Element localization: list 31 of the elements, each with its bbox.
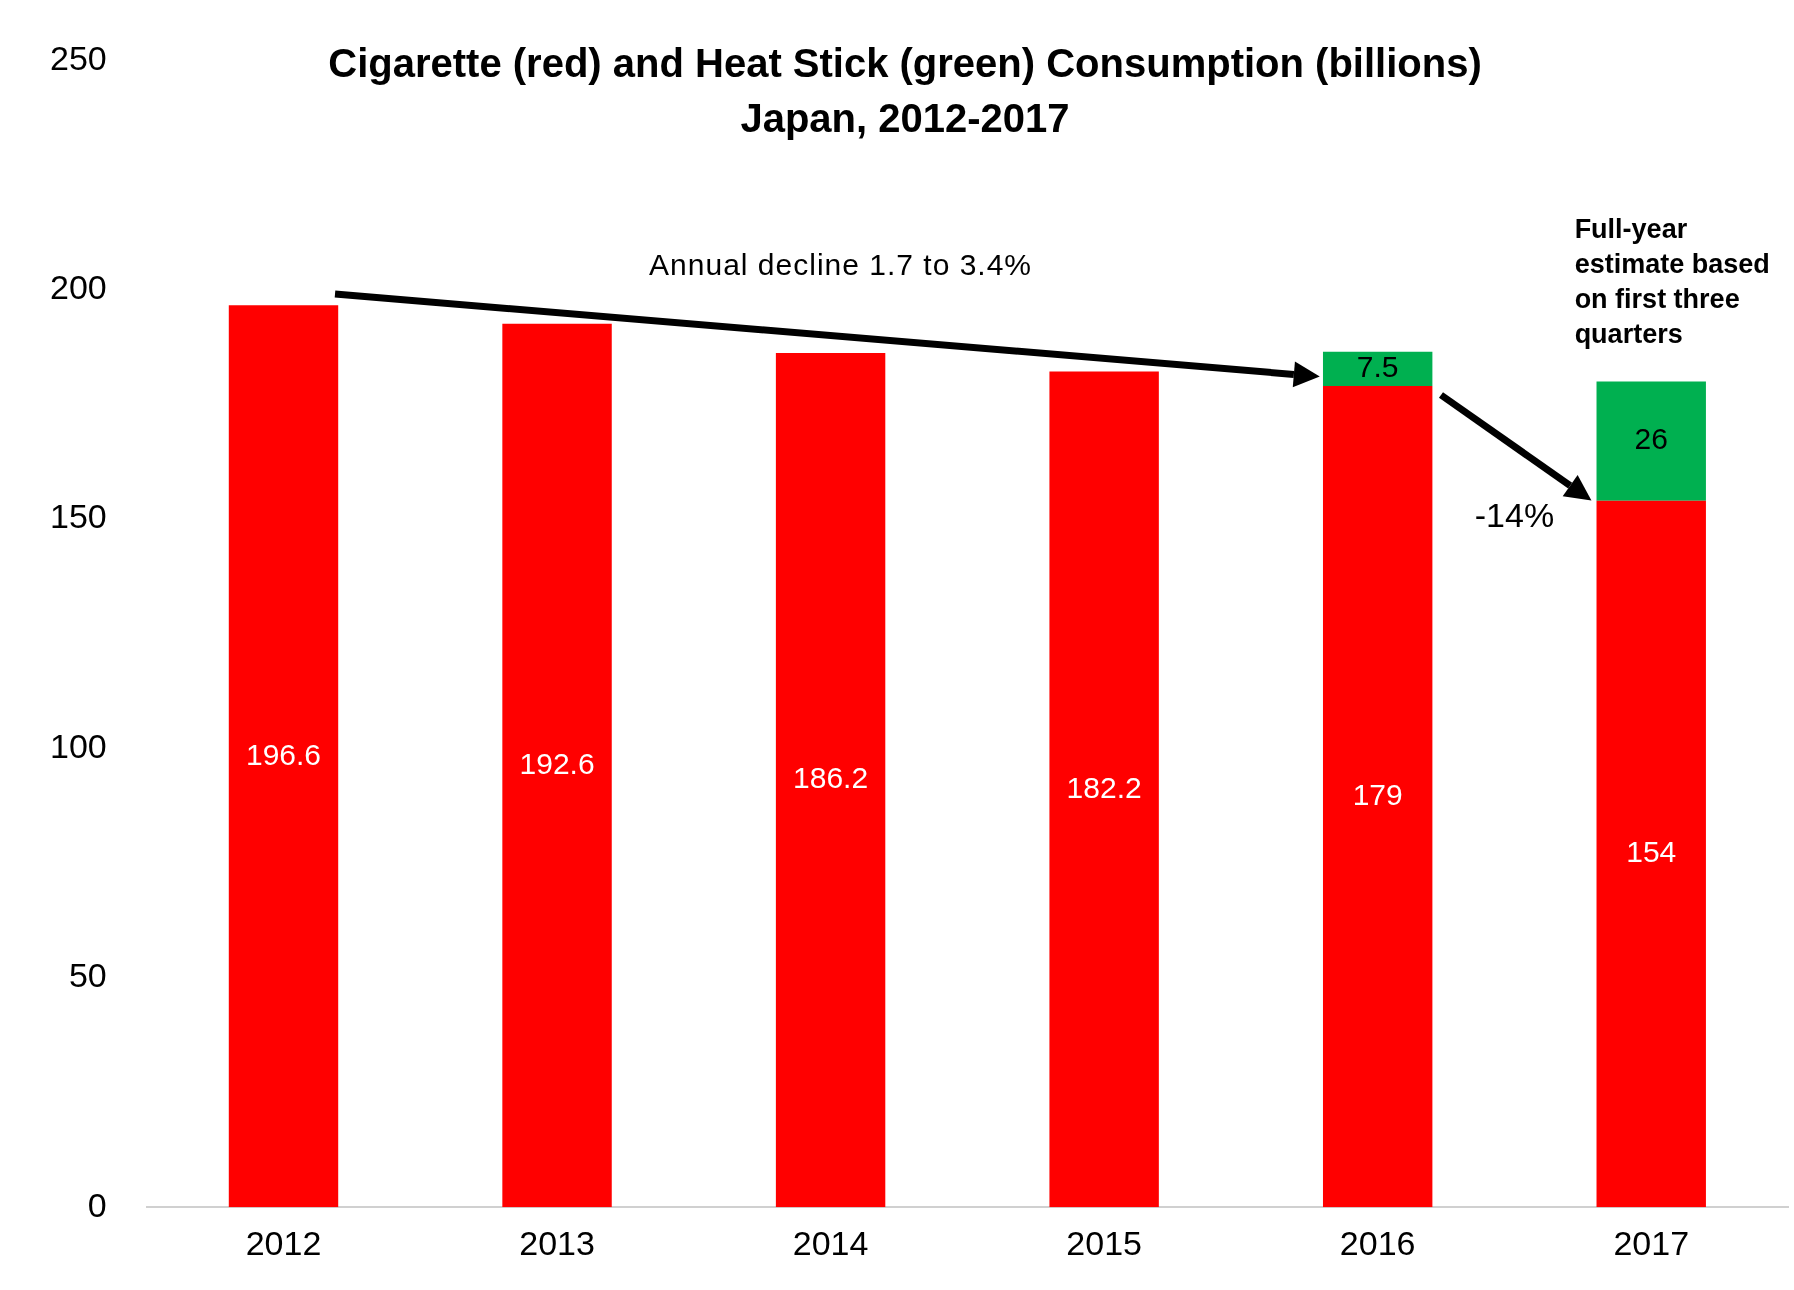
bar: [1596, 381, 1706, 501]
annotation: Full-year estimate based on first three quarters: [1574, 212, 1771, 352]
bar: [228, 305, 339, 1208]
y-tick-label: 250: [49, 38, 107, 77]
data-label: 7.5: [1356, 350, 1399, 384]
bar: [1049, 371, 1159, 1208]
annotation: Annual decline 1.7 to 3.4%: [649, 248, 1033, 283]
data-label: 192.6: [519, 746, 595, 780]
y-tick-label: 50: [68, 956, 107, 995]
bar: [775, 353, 886, 1208]
y-tick-label: 100: [49, 726, 107, 765]
data-label: 186.2: [793, 761, 869, 795]
data-label: 179: [1352, 777, 1403, 811]
data-label: 182.2: [1066, 770, 1142, 804]
x-tick-label: 2013: [519, 1223, 595, 1262]
x-tick-label: 2012: [245, 1223, 322, 1262]
y-tick-label: 200: [49, 268, 107, 307]
x-tick-label: 2017: [1613, 1223, 1690, 1262]
bar: [1596, 500, 1706, 1208]
y-tick-label: 0: [87, 1185, 107, 1224]
annotation: -14%: [1474, 496, 1555, 536]
chart-title: Cigarette (red) and Heat Stick (green) Consumption (billions) Japan, 2012-2017: [328, 41, 1482, 141]
bar: [1322, 386, 1433, 1208]
bar: [502, 323, 612, 1208]
data-label: 196.6: [245, 737, 322, 771]
x-tick-label: 2014: [792, 1223, 869, 1262]
data-label: 26: [1634, 422, 1668, 456]
data-label: 154: [1626, 835, 1677, 869]
x-tick-label: 2015: [1066, 1223, 1142, 1262]
x-tick-label: 2016: [1339, 1223, 1416, 1262]
y-tick-label: 150: [49, 497, 107, 536]
